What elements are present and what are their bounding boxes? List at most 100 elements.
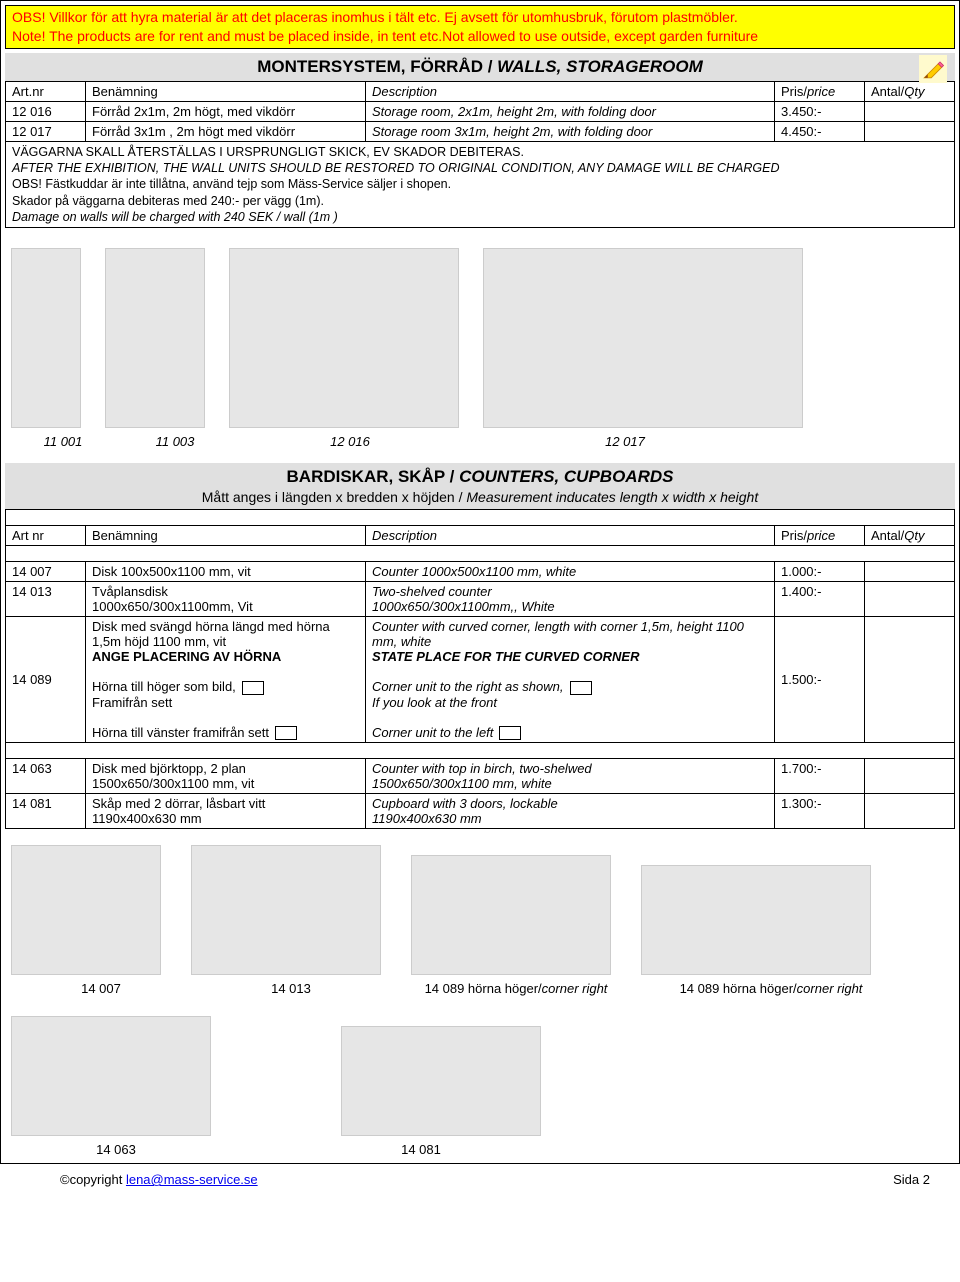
th-pris-plain: Pris/ (781, 528, 807, 543)
desc-l2: STATE PLACE FOR THE CURVED CORNER (372, 649, 639, 664)
table-row: 14 063 Disk med björktopp, 2 plan 1500x6… (6, 759, 955, 794)
cell-qty[interactable] (865, 617, 955, 743)
spacer (221, 1142, 321, 1157)
th-art: Art nr (6, 526, 86, 546)
cell-ben: Disk med svängd hörna längd med hörna 1,… (86, 617, 366, 743)
note-l4: Skador på väggarna debiteras med 240:- p… (12, 194, 324, 208)
spacer-row (6, 510, 955, 526)
th-desc: Description (366, 81, 775, 101)
cell-pris: 4.450:- (775, 121, 865, 141)
section1-table: Art.nr Benämning Description Pris/price … (5, 81, 955, 142)
section2-sub-italic: Measurement inducates length x width x h… (466, 489, 758, 505)
caption-italic: corner right (542, 981, 608, 996)
th-qty-plain: Antal/ (871, 528, 904, 543)
section2-title-italic: COUNTERS, CUPBOARDS (459, 467, 673, 486)
warning-line1: OBS! Villkor för att hyra material är at… (12, 9, 738, 25)
product-image-14081 (341, 1026, 541, 1136)
checkbox-left-en[interactable] (499, 726, 521, 740)
cell-qty[interactable] (865, 562, 955, 582)
section2-table: Art nr Benämning Description Pris/price … (5, 509, 955, 829)
cell-pris: 1.500:- (775, 617, 865, 743)
table-row: 14 007 Disk 100x500x1100 mm, vit Counter… (6, 562, 955, 582)
cell-qty[interactable] (865, 121, 955, 141)
caption: 14 081 (321, 1142, 521, 1157)
cell-ben: Förråd 3x1m , 2m högt med vikdörr (86, 121, 366, 141)
cell-ben: Tvåplansdisk 1000x650/300x1100mm, Vit (86, 582, 366, 617)
spacer-row (6, 546, 955, 562)
table-row: 14 089 Disk med svängd hörna längd med h… (6, 617, 955, 743)
desc-l3: Corner unit to the right as shown, (372, 679, 564, 694)
footer-page: Sida 2 (893, 1172, 930, 1187)
footer-left: ©copyright lena@mass-service.se (60, 1172, 258, 1187)
table-row: 14 081 Skåp med 2 dörrar, låsbart vitt 1… (6, 794, 955, 829)
cell-qty[interactable] (865, 759, 955, 794)
section2-images-row2 (11, 1016, 949, 1136)
cell-art: 14 089 (6, 617, 86, 743)
cell-qty[interactable] (865, 582, 955, 617)
ben-l1: Disk med svängd hörna längd med hörna 1,… (92, 619, 330, 649)
section2-sub-plain: Mått anges i längden x bredden x höjden … (202, 489, 467, 505)
th-qty-plain: Antal/ (871, 84, 904, 99)
cell-ben: Skåp med 2 dörrar, låsbart vitt 1190x400… (86, 794, 366, 829)
section1-captions: 11 001 11 003 12 016 12 017 (11, 434, 949, 449)
cell-desc: Two-shelved counter 1000x650/300x1100mm,… (366, 582, 775, 617)
cell-desc: Counter with top in birch, two-shelwed 1… (366, 759, 775, 794)
spacer-row (6, 743, 955, 759)
checkbox-right-en[interactable] (570, 681, 592, 695)
section2-captions-row1: 14 007 14 013 14 089 hörna höger/corner … (11, 981, 949, 996)
caption: 14 089 hörna höger/corner right (391, 981, 641, 996)
caption-italic: corner right (797, 981, 863, 996)
table-row: 12 016 Förråd 2x1m, 2m högt, med vikdörr… (6, 101, 955, 121)
th-qty-italic: Qty (904, 84, 924, 99)
note-l1: VÄGGARNA SKALL ÅTERSTÄLLAS I URSPRUNGLIG… (12, 145, 524, 159)
product-image-12016 (229, 248, 459, 428)
th-qty: Antal/Qty (865, 526, 955, 546)
section1-title-italic: WALLS, STORAGEROOM (497, 57, 703, 76)
section1-notes: VÄGGARNA SKALL ÅTERSTÄLLAS I URSPRUNGLIG… (5, 142, 955, 228)
cell-desc: Storage room 3x1m, height 2m, with foldi… (366, 121, 775, 141)
warning-line2: Note! The products are for rent and must… (12, 28, 758, 44)
checkbox-right[interactable] (242, 681, 264, 695)
th-ben: Benämning (86, 526, 366, 546)
cell-art: 14 081 (6, 794, 86, 829)
section1-header: MONTERSYSTEM, FÖRRÅD / WALLS, STORAGEROO… (5, 53, 955, 81)
ben-l3: Hörna till höger som bild, (92, 679, 236, 694)
th-pris-italic: price (807, 84, 835, 99)
cell-pris: 1.000:- (775, 562, 865, 582)
cell-ben: Disk med björktopp, 2 plan 1500x650/300x… (86, 759, 366, 794)
cell-pris: 1.300:- (775, 794, 865, 829)
copyright-text: ©copyright (60, 1172, 126, 1187)
section2-sub: Mått anges i längden x bredden x höjden … (5, 487, 955, 505)
caption: 12 017 (465, 434, 785, 449)
table-row: 12 017 Förråd 3x1m , 2m högt med vikdörr… (6, 121, 955, 141)
product-image-11001 (11, 248, 81, 428)
note-l5: Damage on walls will be charged with 240… (12, 210, 338, 224)
caption-plain: 14 089 hörna höger/ (425, 981, 542, 996)
cell-ben: Disk 100x500x1100 mm, vit (86, 562, 366, 582)
cell-qty[interactable] (865, 794, 955, 829)
th-pris-plain: Pris/ (781, 84, 807, 99)
cell-ben: Förråd 2x1m, 2m högt, med vikdörr (86, 101, 366, 121)
cell-art: 14 007 (6, 562, 86, 582)
pencil-icon (919, 55, 947, 83)
cell-pris: 1.400:- (775, 582, 865, 617)
cell-desc: Counter with curved corner, length with … (366, 617, 775, 743)
product-image-14089b (641, 865, 871, 975)
caption-plain: 14 089 hörna höger/ (680, 981, 797, 996)
th-qty-italic: Qty (904, 528, 924, 543)
product-image-11003 (105, 248, 205, 428)
footer-email-link[interactable]: lena@mass-service.se (126, 1172, 258, 1187)
section1-title: MONTERSYSTEM, FÖRRÅD / WALLS, STORAGEROO… (5, 57, 955, 77)
desc-l4: If you look at the front (372, 695, 497, 710)
note-l2: AFTER THE EXHIBITION, THE WALL UNITS SHO… (12, 161, 780, 175)
cell-art: 12 017 (6, 121, 86, 141)
cell-pris: 3.450:- (775, 101, 865, 121)
page-container: OBS! Villkor för att hyra material är at… (0, 0, 960, 1164)
caption: 14 007 (11, 981, 191, 996)
product-image-12017 (483, 248, 803, 428)
th-pris-italic: price (807, 528, 835, 543)
ben-l4: Framifrån sett (92, 695, 172, 710)
checkbox-left[interactable] (275, 726, 297, 740)
cell-qty[interactable] (865, 101, 955, 121)
caption: 12 016 (235, 434, 465, 449)
